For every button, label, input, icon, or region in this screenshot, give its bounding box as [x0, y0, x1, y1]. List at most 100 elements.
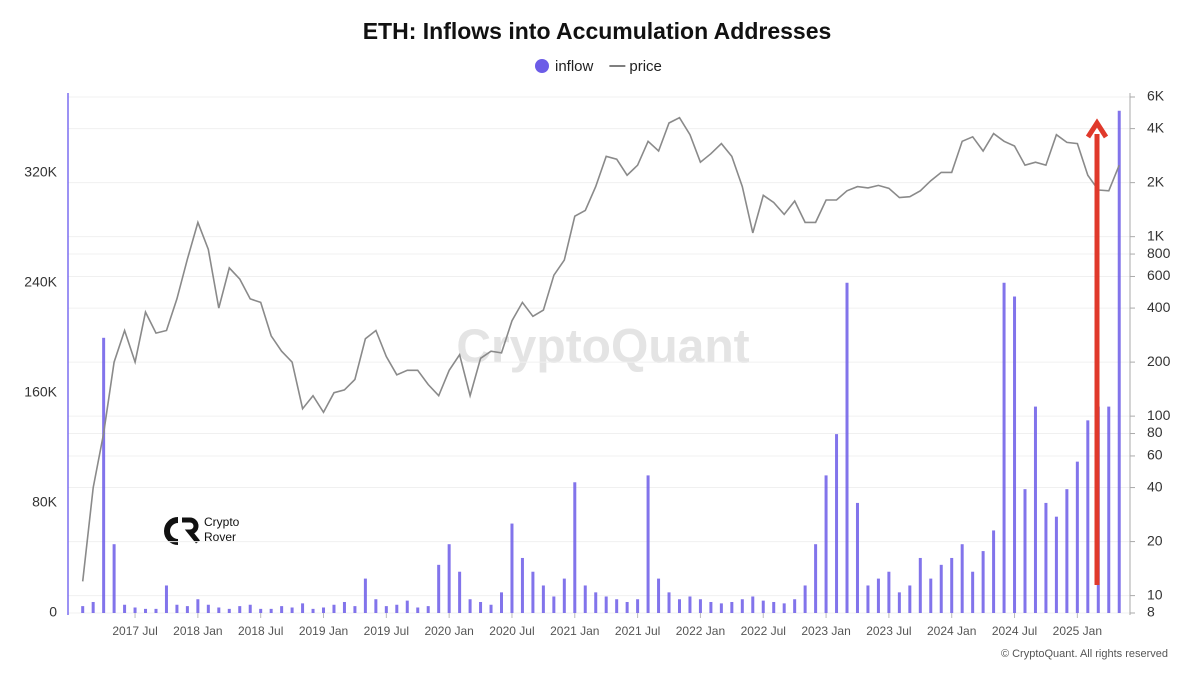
bar [416, 607, 420, 613]
bar [322, 607, 326, 613]
bar [206, 604, 210, 613]
bar [594, 592, 598, 613]
bar [1065, 489, 1069, 613]
bar [751, 596, 755, 613]
bar [803, 585, 807, 613]
bar [489, 604, 493, 613]
bar [908, 585, 912, 613]
x-tick-label: 2017 Jul [112, 624, 157, 638]
bar [552, 596, 556, 613]
y2-tick-label: 100 [1147, 407, 1171, 423]
bar [395, 604, 399, 613]
legend-label: price [629, 58, 662, 75]
arrow-head [1085, 118, 1109, 139]
bar [144, 608, 148, 613]
logo: Crypto Rover [164, 515, 240, 545]
bar [981, 551, 985, 613]
bar [248, 604, 252, 613]
bar [133, 607, 137, 613]
legend-label: inflow [555, 58, 594, 75]
bar [897, 592, 901, 613]
watermark: CryptoQuant [456, 321, 749, 374]
bar [876, 578, 880, 613]
bar [824, 475, 828, 613]
bar [960, 544, 964, 613]
bar [1117, 110, 1121, 613]
bar [342, 601, 346, 613]
bar [761, 600, 765, 613]
bar [793, 599, 797, 613]
bar [238, 606, 242, 613]
bar [500, 592, 503, 613]
bar [301, 603, 305, 613]
bar [217, 607, 221, 613]
logo-icon [164, 517, 179, 545]
x-tick-label: 2023 Jan [801, 624, 850, 638]
bar [835, 434, 839, 613]
x-tick-label: 2019 Jan [299, 624, 348, 638]
bar [772, 601, 776, 613]
x-tick-label: 2018 Jan [173, 624, 222, 638]
bar [1044, 502, 1048, 613]
bar [1002, 282, 1006, 613]
bar [311, 608, 315, 613]
bar [1023, 489, 1027, 613]
x-tick-label: 2020 Jul [489, 624, 534, 638]
bar [918, 557, 922, 613]
y2-tick-label: 200 [1147, 353, 1171, 369]
bar [437, 564, 441, 613]
copyright: © CryptoQuant. All rights reserved [1001, 648, 1168, 660]
bar [520, 557, 524, 613]
bar [719, 603, 723, 613]
y2-tick-label: 800 [1147, 245, 1171, 261]
y-tick-label: 80K [32, 494, 58, 510]
y-tick-label: 160K [24, 384, 57, 400]
bar [657, 578, 661, 613]
chart-title: ETH: Inflows into Accumulation Addresses [363, 18, 832, 44]
y2-tick-label: 600 [1147, 267, 1171, 283]
y-tick-label: 0 [49, 604, 57, 620]
price-line [81, 116, 1120, 582]
bar [730, 601, 734, 613]
bar [814, 544, 818, 613]
bar [259, 608, 263, 613]
bar [154, 608, 158, 613]
bar [374, 599, 378, 613]
bar [667, 592, 671, 613]
bar [855, 502, 859, 613]
bar [112, 544, 116, 613]
x-tick-label: 2022 Jul [741, 624, 786, 638]
bar [332, 604, 336, 613]
bar [688, 596, 692, 613]
bar [677, 599, 681, 613]
bar [573, 482, 577, 613]
bar [1107, 406, 1111, 613]
bar [185, 606, 189, 613]
y2-tick-label: 40 [1147, 478, 1163, 494]
bar [196, 599, 200, 613]
bar [290, 607, 294, 613]
x-tick-label: 2021 Jul [615, 624, 660, 638]
bar [929, 578, 933, 613]
bar [102, 337, 106, 613]
bar [123, 604, 127, 613]
bar [950, 557, 954, 613]
bar [1075, 461, 1079, 613]
bar [971, 571, 975, 613]
bar [583, 585, 587, 613]
bar [625, 601, 629, 613]
x-tick-label: 2020 Jan [424, 624, 473, 638]
y-tick-label: 240K [24, 273, 57, 289]
y2-tick-label: 10 [1147, 586, 1163, 602]
y2-tick-label: 2K [1147, 173, 1165, 189]
bar [1013, 296, 1017, 613]
bar [510, 523, 514, 613]
y2-tick-label: 6K [1147, 88, 1165, 104]
bar [384, 606, 388, 613]
bar [709, 601, 713, 613]
x-tick-label: 2019 Jul [364, 624, 409, 638]
bar [353, 606, 357, 613]
bar [227, 608, 231, 613]
bar [447, 544, 451, 613]
